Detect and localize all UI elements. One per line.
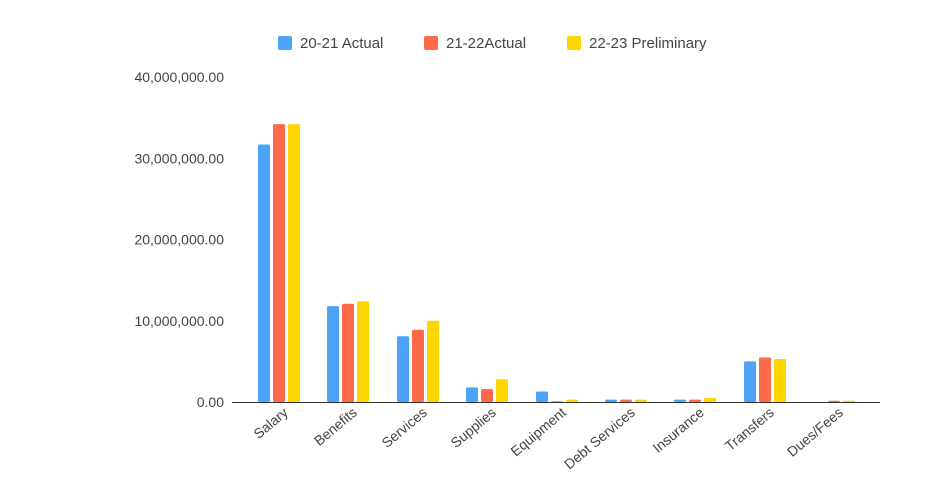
bars bbox=[258, 124, 855, 402]
legend-swatch-0 bbox=[278, 36, 292, 50]
bar-3-1 bbox=[481, 389, 493, 402]
bar-7-1 bbox=[759, 357, 771, 402]
bar-2-2 bbox=[427, 320, 439, 402]
bar-1-1 bbox=[342, 303, 354, 402]
x-tick-label-1: Benefits bbox=[311, 404, 360, 449]
y-tick-label-0: 0.00 bbox=[197, 394, 224, 410]
bar-6-1 bbox=[689, 399, 701, 402]
legend-swatch-2 bbox=[567, 36, 581, 50]
y-tick-label-4: 40,000,000.00 bbox=[134, 69, 224, 85]
x-tick-label-0: Salary bbox=[250, 404, 291, 442]
bar-2-0 bbox=[397, 336, 409, 402]
bar-1-0 bbox=[327, 306, 339, 402]
bar-5-2 bbox=[635, 399, 647, 402]
bar-3-0 bbox=[466, 387, 478, 402]
bar-5-0 bbox=[605, 399, 617, 402]
x-tick-label-7: Transfers bbox=[722, 404, 777, 454]
bar-8-2 bbox=[843, 400, 855, 402]
bar-0-0 bbox=[258, 144, 270, 402]
y-tick-label-3: 30,000,000.00 bbox=[134, 150, 224, 166]
bar-3-2 bbox=[496, 379, 508, 402]
y-tick-label-1: 10,000,000.00 bbox=[134, 313, 224, 329]
legend-swatch-1 bbox=[424, 36, 438, 50]
bar-6-0 bbox=[674, 399, 686, 402]
legend-label-1: 21-22Actual bbox=[446, 35, 526, 52]
bar-4-1 bbox=[551, 401, 563, 402]
x-tick-label-5: Debt Services bbox=[561, 404, 638, 472]
bar-8-1 bbox=[828, 400, 840, 402]
legend: 20-21 Actual 21-22Actual 22-23 Preliminary bbox=[278, 35, 707, 52]
bar-1-2 bbox=[357, 301, 369, 402]
x-tick-label-2: Services bbox=[379, 404, 430, 451]
x-tick-label-4: Equipment bbox=[507, 404, 569, 459]
bar-2-1 bbox=[412, 329, 424, 402]
bar-0-2 bbox=[288, 124, 300, 402]
bar-0-1 bbox=[273, 124, 285, 402]
bar-5-1 bbox=[620, 399, 632, 402]
legend-label-2: 22-23 Preliminary bbox=[589, 35, 707, 52]
bar-4-0 bbox=[536, 391, 548, 402]
x-tick-label-8: Dues/Fees bbox=[784, 404, 846, 460]
x-axis: Salary Benefits Services Supplies EquipmentD… bbox=[232, 402, 880, 472]
bar-7-0 bbox=[744, 361, 756, 402]
bar-6-2 bbox=[704, 397, 716, 402]
x-tick-label-3: Supplies bbox=[448, 404, 499, 451]
y-tick-label-2: 20,000,000.00 bbox=[134, 232, 224, 248]
x-tick-label-6: Insurance bbox=[650, 404, 708, 456]
y-axis: 0.00 10,000,000.00 20,000,000.00 30,000,000… bbox=[134, 69, 224, 410]
bar-4-2 bbox=[566, 399, 578, 402]
bar-7-2 bbox=[774, 358, 786, 402]
legend-label-0: 20-21 Actual bbox=[300, 35, 383, 52]
